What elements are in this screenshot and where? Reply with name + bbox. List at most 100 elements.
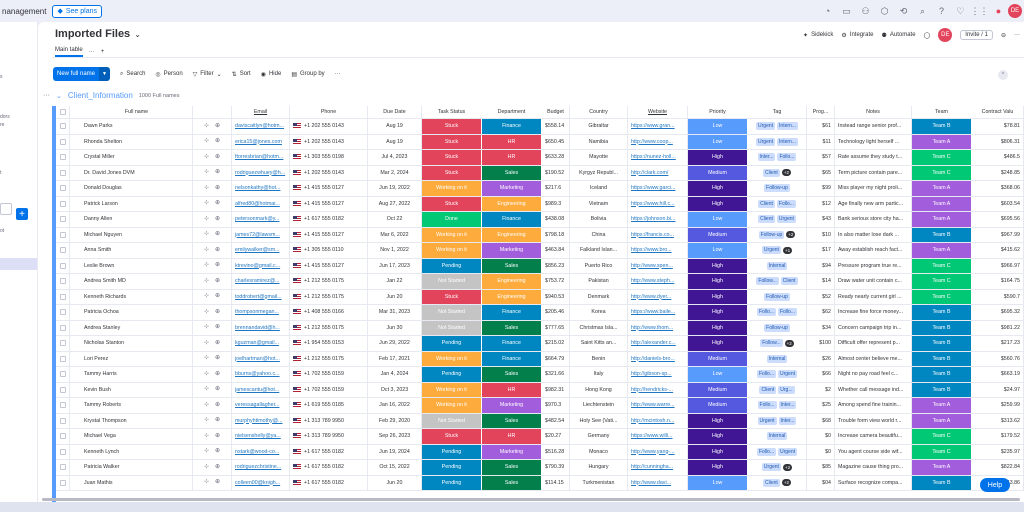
open-item-icon[interactable]: ⊹	[203, 324, 209, 331]
due-date-cell[interactable]: Aug 27, 2022	[368, 196, 422, 211]
task-status-cell[interactable]: Working on it	[422, 181, 482, 196]
help-button[interactable]: Help	[980, 478, 1010, 492]
notes-cell[interactable]: Difficult offer represent p...	[835, 336, 912, 351]
link-icon[interactable]: ⊖	[1000, 32, 1006, 39]
country-cell[interactable]: China	[570, 227, 628, 242]
team-cell[interactable]: Team B	[912, 119, 972, 134]
full-name-cell[interactable]: Patricia Walker	[70, 460, 193, 475]
workspace-select[interactable]	[0, 203, 12, 215]
team-cell[interactable]: Team A	[912, 134, 972, 149]
budget-cell[interactable]: $217.6	[542, 181, 570, 196]
column-header[interactable]: Department	[482, 106, 542, 118]
new-item-label[interactable]: New full name	[53, 67, 100, 81]
full-name-cell[interactable]: Anna Smith	[70, 243, 193, 258]
country-cell[interactable]: Christmas Isla...	[570, 320, 628, 335]
grid-menu-icon[interactable]: ⋮⋮	[970, 5, 989, 16]
contract-value-cell[interactable]: $806.31	[972, 134, 1024, 149]
open-item-icon[interactable]: ⊹	[203, 448, 209, 455]
tag-cell[interactable]: Follow... Client	[748, 274, 807, 289]
country-cell[interactable]: Hungary	[570, 460, 628, 475]
table-row[interactable]: Patrick Larson ⊹ ⊕ alfred80@hotmai... +1 415…	[56, 196, 1024, 212]
progress-cell[interactable]: $99	[807, 181, 835, 196]
add-update-icon[interactable]: ⊕	[215, 448, 221, 455]
full-name-cell[interactable]: Lori Perez	[70, 351, 193, 366]
email-cell[interactable]: nelsonkathy@hot...	[232, 181, 290, 196]
add-view-button[interactable]: +	[100, 49, 105, 55]
notes-cell[interactable]: Surface recognize compa...	[835, 475, 912, 490]
country-cell[interactable]: Saint Kitts an...	[570, 336, 628, 351]
tag-cell[interactable]: Follow-up	[748, 320, 807, 335]
contract-value-cell[interactable]: $78.81	[972, 119, 1024, 134]
phone-cell[interactable]: +1 202 555 0143	[290, 165, 368, 180]
column-header[interactable]: Notes	[835, 106, 912, 118]
progress-cell[interactable]: $26	[807, 351, 835, 366]
department-cell[interactable]: Sales	[482, 475, 542, 490]
add-update-icon[interactable]: ⊕	[215, 231, 221, 238]
team-cell[interactable]: Team C	[912, 258, 972, 273]
progress-cell[interactable]: $68	[807, 413, 835, 428]
progress-cell[interactable]: $34	[807, 320, 835, 335]
phone-cell[interactable]: +1 617 555 0182	[290, 475, 368, 490]
priority-cell[interactable]: Low	[688, 134, 748, 149]
email-cell[interactable]: emilywalker@sm...	[232, 243, 290, 258]
table-row[interactable]: Dawn Parks ⊹ ⊕ daviscaitlyn@hotm... +1 202 5…	[56, 119, 1024, 135]
add-update-icon[interactable]: ⊕	[215, 370, 221, 377]
contract-value-cell[interactable]: $695.32	[972, 305, 1024, 320]
row-checkbox[interactable]	[56, 119, 70, 134]
progress-cell[interactable]: $100	[807, 336, 835, 351]
department-cell[interactable]: Sales	[482, 258, 542, 273]
full-name-cell[interactable]: Juan Mathis	[70, 475, 193, 490]
team-cell[interactable]: Team B	[912, 351, 972, 366]
more-tags-badge[interactable]: +2	[781, 479, 791, 487]
help-icon[interactable]: ?	[938, 6, 944, 16]
notes-cell[interactable]: Age finally new arm partic...	[835, 196, 912, 211]
priority-cell[interactable]: Medium	[688, 351, 748, 366]
open-item-icon[interactable]: ⊹	[203, 200, 209, 207]
full-name-cell[interactable]: Kenneth Richards	[70, 289, 193, 304]
due-date-cell[interactable]: Mar 31, 2023	[368, 305, 422, 320]
budget-cell[interactable]: $650.45	[542, 134, 570, 149]
task-status-cell[interactable]: Not Started	[422, 305, 482, 320]
notes-cell[interactable]: Miss player my night proli...	[835, 181, 912, 196]
row-checkbox[interactable]	[56, 320, 70, 335]
row-checkbox[interactable]	[56, 444, 70, 459]
add-update-icon[interactable]: ⊕	[215, 293, 221, 300]
task-status-cell[interactable]: Pending	[422, 444, 482, 459]
phone-cell[interactable]: +1 617 555 0182	[290, 444, 368, 459]
department-cell[interactable]: Marketing	[482, 398, 542, 413]
email-cell[interactable]: erica15@jones.com	[232, 134, 290, 149]
task-status-cell[interactable]: Working on it	[422, 382, 482, 397]
due-date-cell[interactable]: Mar 2, 2024	[368, 165, 422, 180]
notes-cell[interactable]: Increase fine force money...	[835, 305, 912, 320]
budget-cell[interactable]: $940.53	[542, 289, 570, 304]
tag-cell[interactable]: Inter... Follo...	[748, 150, 807, 165]
department-cell[interactable]: Engineering	[482, 196, 542, 211]
open-item-icon[interactable]: ⊹	[203, 463, 209, 470]
team-cell[interactable]: Team B	[912, 305, 972, 320]
tag-cell[interactable]: Follow... +2	[748, 336, 807, 351]
department-cell[interactable]: Sales	[482, 165, 542, 180]
team-cell[interactable]: Team B	[912, 336, 972, 351]
open-item-icon[interactable]: ⊹	[203, 138, 209, 145]
tag-cell[interactable]: Urgent +1	[748, 243, 807, 258]
progress-cell[interactable]: $61	[807, 119, 835, 134]
add-update-icon[interactable]: ⊕	[215, 184, 221, 191]
task-status-cell[interactable]: Stuck	[422, 119, 482, 134]
open-item-icon[interactable]: ⊹	[203, 262, 209, 269]
contract-value-cell[interactable]: $24.97	[972, 382, 1024, 397]
department-cell[interactable]: Finance	[482, 119, 542, 134]
tag-cell[interactable]: Client Urg...	[748, 382, 807, 397]
add-update-icon[interactable]: ⊕	[215, 246, 221, 253]
chevron-down-icon[interactable]: ▼	[99, 67, 111, 81]
contract-value-cell[interactable]: $981.22	[972, 320, 1024, 335]
open-item-icon[interactable]: ⊹	[203, 293, 209, 300]
table-row[interactable]: Nicholas Stanton ⊹ ⊕ kguzman@gmail... +1 954…	[56, 336, 1024, 352]
due-date-cell[interactable]: Oct 22	[368, 212, 422, 227]
tag-cell[interactable]: Follo... Urgent	[748, 367, 807, 382]
open-item-icon[interactable]: ⊹	[203, 370, 209, 377]
task-status-cell[interactable]: Stuck	[422, 134, 482, 149]
due-date-cell[interactable]: Nov 1, 2022	[368, 243, 422, 258]
due-date-cell[interactable]: Feb 17, 2021	[368, 351, 422, 366]
full-name-cell[interactable]: Crystal Miller	[70, 150, 193, 165]
email-cell[interactable]: james72@lawsm...	[232, 227, 290, 242]
